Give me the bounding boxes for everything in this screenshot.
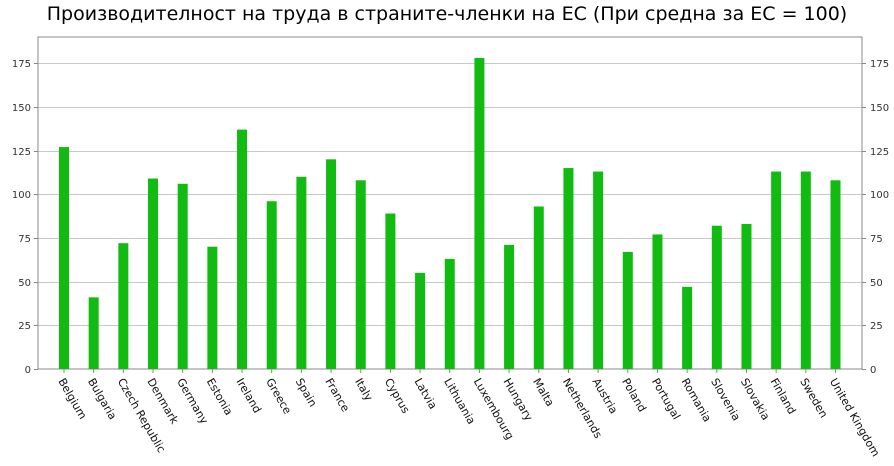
y-tick-label-left: 50	[18, 278, 31, 289]
x-tick-label: Greece	[263, 376, 294, 417]
bar	[177, 183, 188, 369]
bar	[266, 201, 277, 369]
x-tick-label: Poland	[619, 376, 649, 414]
y-tick-label-right: 125	[870, 147, 889, 158]
x-tick-label: Cyprus	[382, 376, 413, 416]
y-tick-label-left: 25	[18, 321, 31, 332]
y-tick-label-right: 0	[870, 365, 876, 376]
bar	[88, 297, 99, 369]
bar	[59, 147, 69, 369]
bar	[296, 176, 307, 369]
bar	[593, 171, 604, 369]
x-tick-label: Bulgaria	[85, 376, 119, 422]
bar	[711, 225, 722, 369]
bar	[622, 251, 633, 369]
y-tick-label-right: 50	[870, 278, 883, 289]
bars	[59, 57, 841, 370]
bar	[741, 223, 752, 369]
y-tick-label-left: 100	[12, 190, 31, 201]
bar	[355, 180, 366, 369]
x-tick-label: Estonia	[204, 376, 236, 418]
bar	[207, 246, 218, 369]
x-tick-label: Austria	[590, 376, 621, 416]
y-tick-label-right: 150	[870, 103, 889, 114]
x-tick-label: United Kingdom	[827, 376, 882, 459]
bar	[474, 57, 485, 370]
chart-title: Производителност на труда в страните-чле…	[46, 3, 848, 25]
bar	[533, 206, 544, 369]
x-tick-label: Ireland	[233, 376, 263, 415]
y-tick-label-left: 175	[12, 59, 31, 70]
y-tick-label-left: 150	[12, 103, 31, 114]
y-tick-label-right: 25	[870, 321, 883, 332]
bar	[118, 243, 129, 369]
bar	[415, 272, 426, 369]
y-tick-label-left: 0	[25, 365, 31, 376]
x-tick-label: France	[322, 376, 352, 414]
y-tick-label-left: 125	[12, 147, 31, 158]
bar	[148, 178, 159, 369]
x-tick-label: Malta	[530, 376, 556, 409]
bar	[652, 234, 663, 369]
bar	[830, 180, 841, 369]
y-tick-label-right: 100	[870, 190, 889, 201]
bar	[771, 171, 782, 369]
bar	[237, 129, 248, 369]
bar	[800, 171, 811, 369]
x-tick-label: Spain	[293, 376, 320, 409]
x-tick-label: Belgium	[55, 376, 89, 422]
bar	[326, 159, 337, 369]
tick-labels: 0 0 25 25 50 50 75 75 100 100 125 125 150 150 175 175	[12, 59, 889, 376]
x-tick-label: Italy	[352, 376, 375, 404]
bar	[563, 168, 574, 369]
x-tick-label: Portugal	[649, 376, 683, 422]
x-tick-label: Latvia	[411, 376, 439, 412]
y-tick-label-right: 175	[870, 59, 889, 70]
x-tick-label: Romania	[679, 376, 714, 424]
bar	[385, 213, 396, 369]
y-tick-label-right: 75	[870, 234, 883, 245]
bar	[504, 244, 515, 369]
bar	[682, 286, 693, 369]
x-tick-label: Finland	[768, 376, 799, 417]
y-tick-label-left: 75	[18, 234, 31, 245]
x-tick-label: Sweden	[797, 376, 830, 420]
bar	[444, 258, 455, 369]
